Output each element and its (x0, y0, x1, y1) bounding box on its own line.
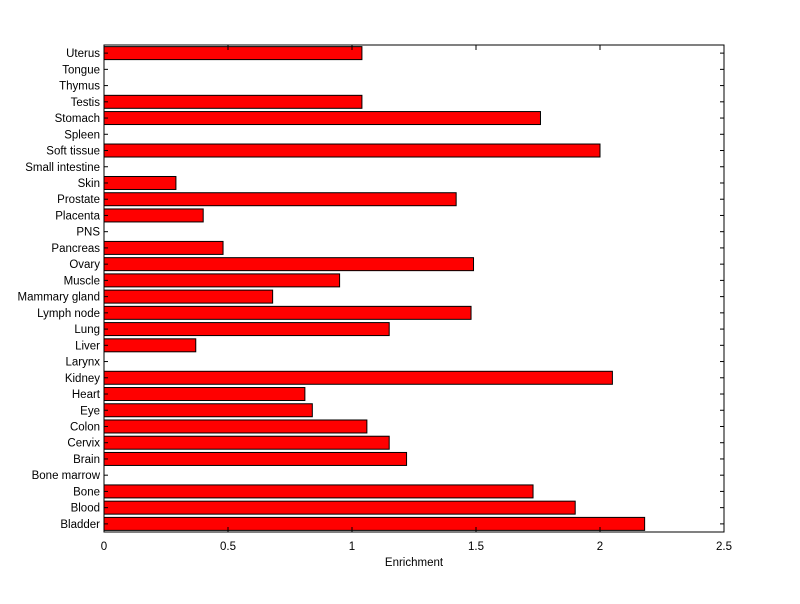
y-tick-label-colon: Colon (70, 421, 100, 433)
y-tick-label-bone: Bone (73, 486, 100, 498)
bar-bladder (103, 516, 646, 531)
bar-mammary-gland (103, 289, 274, 304)
bar-soft-tissue (103, 143, 601, 158)
y-tick-label-ovary: Ovary (69, 259, 100, 271)
y-tick-label-stomach: Stomach (55, 113, 100, 125)
bar-bone (103, 484, 534, 499)
y-tick-label-small-intestine: Small intestine (25, 162, 100, 174)
bar-blood (103, 500, 576, 515)
x-tick-label: 2 (597, 541, 603, 553)
bar-brain (103, 451, 408, 466)
y-tick-label-mammary-gland: Mammary gland (18, 292, 100, 304)
y-tick-label-placenta: Placenta (55, 210, 100, 222)
x-axis-label: Enrichment (385, 557, 444, 569)
y-tick-label-lung: Lung (74, 324, 100, 336)
y-tick-label-lymph-node: Lymph node (37, 308, 100, 320)
bar-kidney (103, 370, 613, 385)
y-tick-label-tongue: Tongue (62, 64, 100, 76)
bar-uterus (103, 46, 363, 61)
bar-prostate (103, 192, 457, 207)
y-tick-label-bladder: Bladder (60, 519, 100, 531)
y-tick-label-pns: PNS (76, 227, 100, 239)
y-tick-label-bone-marrow: Bone marrow (32, 470, 101, 482)
y-tick-label-prostate: Prostate (57, 194, 100, 206)
bar-liver (103, 338, 197, 353)
y-tick-label-muscle: Muscle (64, 275, 100, 287)
bar-heart (103, 387, 306, 402)
y-tick-label-brain: Brain (73, 454, 100, 466)
y-tick-labels: Bladder Blood Bone Bone marrow Brain Cervix Co… (18, 48, 101, 531)
bar-lymph-node (103, 305, 472, 320)
x-tick-label: 1.5 (468, 541, 484, 553)
bar-muscle (103, 273, 341, 288)
y-tick-label-spleen: Spleen (64, 129, 100, 141)
y-tick-label-uterus: Uterus (66, 48, 100, 60)
bar-cervix (103, 435, 390, 450)
bar-ovary (103, 257, 475, 272)
bar-testis (103, 94, 363, 109)
y-tick-label-blood: Blood (71, 503, 100, 515)
bar-stomach (103, 111, 541, 126)
y-tick-label-kidney: Kidney (65, 373, 100, 385)
bar-placenta (103, 208, 204, 223)
bar-colon (103, 419, 368, 434)
bar-skin (103, 175, 177, 190)
x-tick-label: 0 (101, 541, 107, 553)
y-tick-label-testis: Testis (71, 97, 101, 109)
bar-eye (103, 403, 313, 418)
y-tick-label-thymus: Thymus (59, 81, 100, 93)
y-tick-label-cervix: Cervix (67, 438, 100, 450)
bar-pancreas (103, 240, 224, 255)
x-tick-label: 1 (349, 541, 355, 553)
x-tick-labels: 0 0.5 1 1.5 2 2.5 (101, 541, 732, 553)
x-tick-label: 0.5 (220, 541, 236, 553)
y-tick-label-pancreas: Pancreas (51, 243, 100, 255)
y-tick-label-skin: Skin (78, 178, 100, 190)
bar-lung (103, 322, 390, 337)
y-tick-label-heart: Heart (72, 389, 101, 401)
y-tick-label-soft-tissue: Soft tissue (46, 146, 100, 158)
axes-box (103, 44, 725, 533)
y-tick-label-eye: Eye (80, 405, 100, 417)
x-tick-label: 2.5 (716, 541, 732, 553)
y-tick-label-larynx: Larynx (65, 357, 100, 369)
y-tick-label-liver: Liver (75, 340, 100, 352)
